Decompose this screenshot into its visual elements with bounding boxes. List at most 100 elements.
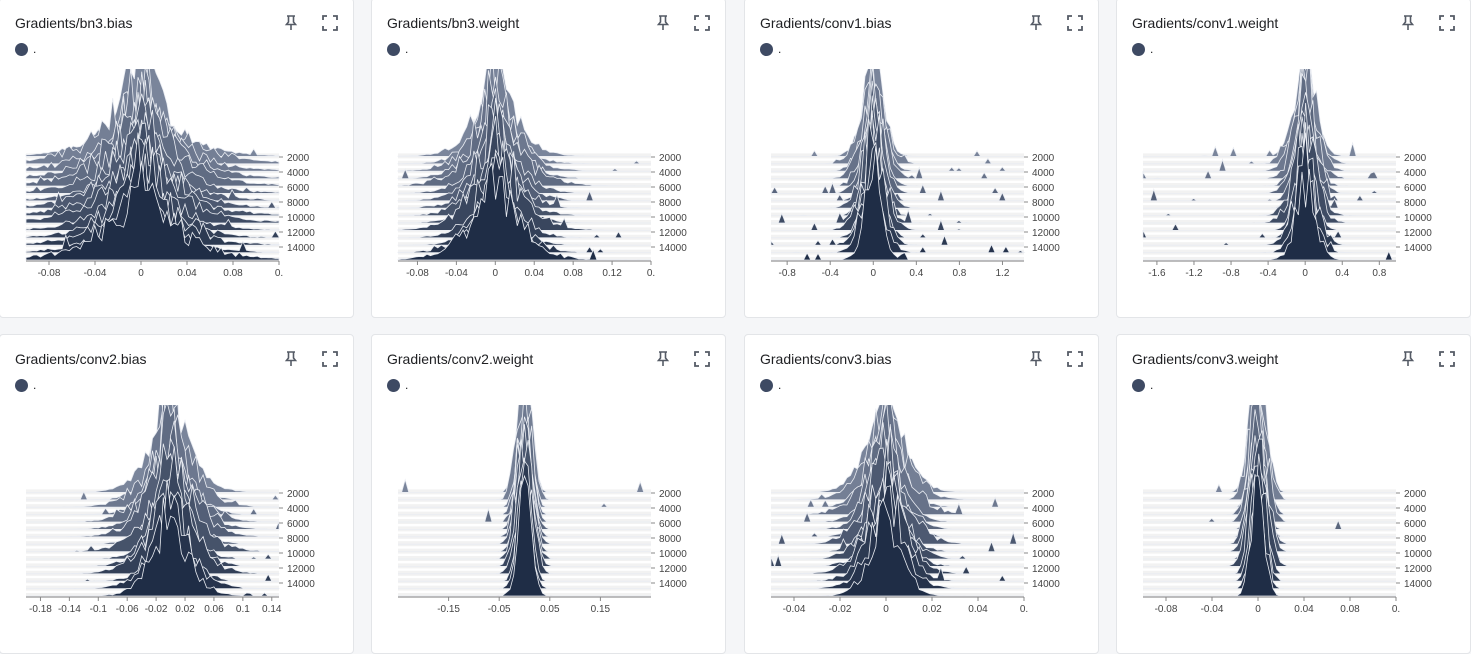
x-tick-label: 0.4 xyxy=(1335,268,1349,279)
legend[interactable]: . xyxy=(387,42,408,56)
y-tick-label: 14000 xyxy=(287,243,315,254)
pin-button[interactable] xyxy=(653,349,673,369)
histogram-ridge xyxy=(1143,92,1396,202)
pin-icon xyxy=(1401,351,1415,366)
y-tick-label: 8000 xyxy=(659,198,682,209)
legend-label: . xyxy=(778,42,782,56)
fullscreen-button[interactable] xyxy=(692,13,712,33)
pin-button[interactable] xyxy=(1398,13,1418,33)
pin-button[interactable] xyxy=(281,13,301,33)
histogram-ridge xyxy=(771,110,1024,231)
fullscreen-button[interactable] xyxy=(692,349,712,369)
y-tick-label: 8000 xyxy=(287,534,310,545)
histogram-ridge xyxy=(26,492,280,575)
histogram-plot: -0.8 -0.4 0 0.4 0.8 1.2 2000 4000 6000 8000 10000 1… xyxy=(770,69,1060,279)
fullscreen-button[interactable] xyxy=(320,349,340,369)
y-tick-label: 4000 xyxy=(287,504,310,515)
y-tick-label: 10000 xyxy=(659,213,687,224)
fullscreen-button[interactable] xyxy=(1065,349,1085,369)
x-tick-label: 0.15 xyxy=(591,604,611,615)
legend-swatch xyxy=(760,378,773,392)
fullscreen-button[interactable] xyxy=(1437,349,1457,369)
legend[interactable]: . xyxy=(1132,378,1153,392)
fullscreen-button[interactable] xyxy=(1065,13,1085,33)
histogram-ridge xyxy=(771,95,1024,216)
y-tick-label: 6000 xyxy=(287,183,310,194)
x-tick-label: -0.04 xyxy=(84,268,107,279)
pin-icon xyxy=(1401,15,1415,30)
histogram-ridge xyxy=(1143,69,1396,172)
pin-icon xyxy=(284,351,298,366)
x-tick-label: -0.02 xyxy=(145,604,168,615)
pin-button[interactable] xyxy=(1398,349,1418,369)
y-tick-label: 12000 xyxy=(1032,564,1060,575)
histogram-ridge xyxy=(1143,132,1396,253)
y-tick-label: 4000 xyxy=(1032,504,1055,515)
histogram-plot: -0.18 -0.14 -0.1 -0.06 -0.02 0.02 0.06 0.1 0.14 2… xyxy=(26,405,315,615)
pin-button[interactable] xyxy=(653,13,673,33)
histogram-card: Gradients/conv2.weight. -0.15 -0.05 0.05 0.1… xyxy=(371,334,726,654)
histogram-ridge xyxy=(397,88,651,202)
card-title: Gradients/conv1.weight xyxy=(1132,15,1279,31)
legend-swatch xyxy=(15,42,28,56)
x-tick-label: 0.04 xyxy=(524,268,544,279)
y-tick-label: 12000 xyxy=(659,228,687,239)
legend[interactable]: . xyxy=(15,42,36,56)
legend[interactable]: . xyxy=(387,378,408,392)
x-tick-label: 0.08 xyxy=(563,268,583,279)
y-tick-label: 2000 xyxy=(287,489,310,500)
histogram-ridge xyxy=(1143,102,1396,224)
x-tick-label: -0.04 xyxy=(445,268,468,279)
histogram-ridge xyxy=(771,145,1024,261)
legend[interactable]: . xyxy=(1132,42,1153,56)
fullscreen-icon xyxy=(694,351,710,367)
histogram-plot: -0.04 -0.02 0 0.02 0.04 0. 2000 4000 6000 8000 100… xyxy=(770,405,1060,615)
histogram-ridge xyxy=(26,497,279,597)
y-tick-label: 6000 xyxy=(659,183,682,194)
fullscreen-button[interactable] xyxy=(320,13,340,33)
fullscreen-button[interactable] xyxy=(1437,13,1457,33)
y-tick-label: 10000 xyxy=(1032,213,1060,224)
y-tick-label: 14000 xyxy=(287,579,315,590)
histogram-ridge xyxy=(1143,475,1396,597)
histogram-ridge xyxy=(771,80,1024,202)
fullscreen-icon xyxy=(322,351,338,367)
legend[interactable]: . xyxy=(760,378,781,392)
x-tick-label: 0.12 xyxy=(602,268,622,279)
legend-label: . xyxy=(405,378,409,392)
x-tick-label: 0.8 xyxy=(952,268,966,279)
y-tick-label: 14000 xyxy=(1032,243,1060,254)
x-tick-label: -0.4 xyxy=(822,268,840,279)
fullscreen-icon xyxy=(1439,351,1455,367)
pin-icon xyxy=(656,351,670,366)
x-tick-label: -0.18 xyxy=(29,604,52,615)
x-tick-label: 0. xyxy=(275,268,283,279)
y-tick-label: 4000 xyxy=(659,504,682,515)
y-tick-label: 4000 xyxy=(659,168,682,179)
y-tick-label: 6000 xyxy=(659,519,682,530)
histogram-card: Gradients/bn3.bias. -0.08 -0.04 0 0.04 0.08 0.… xyxy=(0,0,354,318)
x-tick-label: 0 xyxy=(883,604,889,615)
pin-button[interactable] xyxy=(1026,349,1046,369)
y-tick-label: 14000 xyxy=(1404,243,1432,254)
x-tick-label: 0 xyxy=(493,268,499,279)
histogram-ridge xyxy=(771,69,1024,187)
pin-button[interactable] xyxy=(281,349,301,369)
y-tick-label: 14000 xyxy=(659,243,687,254)
fullscreen-icon xyxy=(322,15,338,31)
histogram-ridge xyxy=(771,497,1024,597)
legend[interactable]: . xyxy=(15,378,36,392)
y-tick-label: 12000 xyxy=(659,564,687,575)
legend-swatch xyxy=(1132,378,1145,392)
legend-label: . xyxy=(33,42,37,56)
x-tick-label: 1.2 xyxy=(996,268,1010,279)
pin-icon xyxy=(656,15,670,30)
histogram-card: Gradients/conv1.weight. -1.6 -1.2 -0.8 -0.4 0… xyxy=(1116,0,1471,318)
legend[interactable]: . xyxy=(760,42,781,56)
pin-button[interactable] xyxy=(1026,13,1046,33)
y-tick-label: 2000 xyxy=(659,489,682,500)
legend-label: . xyxy=(33,378,37,392)
x-tick-label: -0.02 xyxy=(829,604,852,615)
histogram-ridge xyxy=(771,82,1024,180)
pin-icon xyxy=(1029,15,1043,30)
